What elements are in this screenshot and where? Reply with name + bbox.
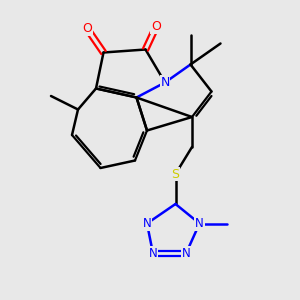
Text: N: N [195, 217, 204, 230]
Text: N: N [142, 217, 152, 230]
Text: S: S [172, 167, 179, 181]
Text: N: N [182, 247, 190, 260]
Text: N: N [148, 247, 158, 260]
Text: N: N [160, 76, 170, 89]
Text: O: O [82, 22, 92, 35]
Text: O: O [151, 20, 161, 34]
